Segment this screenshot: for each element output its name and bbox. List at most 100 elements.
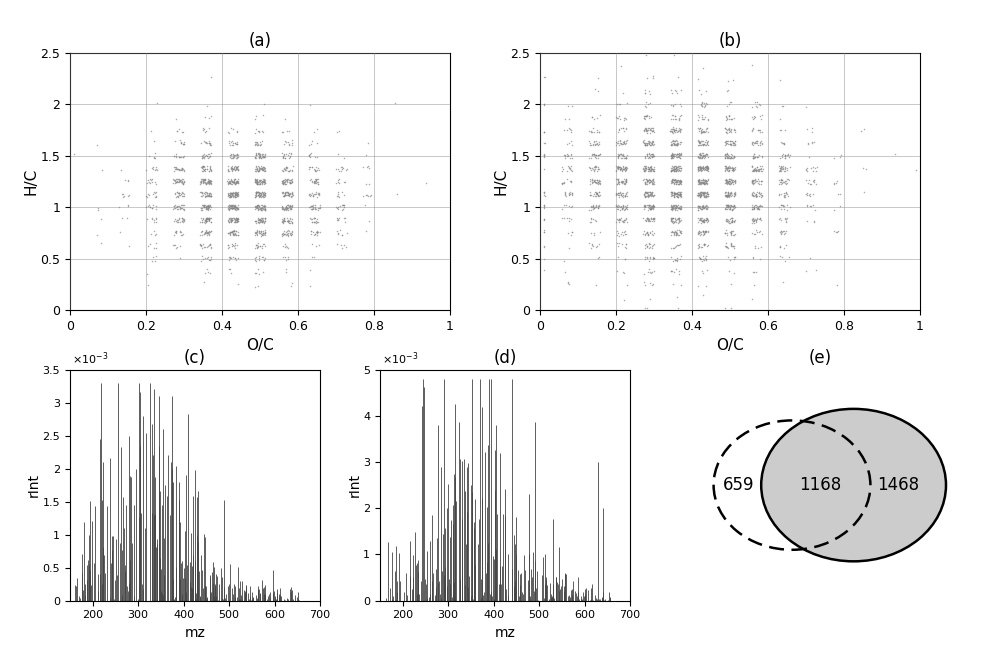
Point <box>671 165 687 176</box>
Point <box>695 162 711 172</box>
Point <box>282 201 298 211</box>
Point <box>663 165 679 176</box>
Point <box>589 189 605 199</box>
Point <box>282 201 298 211</box>
Point <box>252 203 268 213</box>
Point <box>805 176 821 186</box>
Point <box>169 216 185 227</box>
Point <box>642 201 658 212</box>
Point <box>689 189 705 200</box>
Point <box>694 177 710 187</box>
Point <box>331 213 347 224</box>
Point <box>744 125 760 136</box>
Point <box>608 216 624 227</box>
Point <box>720 162 736 172</box>
Point <box>667 163 683 174</box>
Point <box>221 127 237 138</box>
Point <box>308 216 324 226</box>
Point <box>666 161 682 172</box>
Point <box>718 238 734 249</box>
Point <box>696 126 712 137</box>
Point <box>173 138 189 148</box>
Point <box>643 176 659 186</box>
Point <box>668 125 684 135</box>
Point <box>777 166 793 176</box>
Point <box>667 188 683 199</box>
Point <box>590 140 606 150</box>
Point <box>587 161 603 172</box>
Point <box>643 187 659 198</box>
Point <box>695 163 711 174</box>
Point <box>619 202 635 213</box>
Point <box>694 203 710 214</box>
Point <box>644 243 660 253</box>
Point <box>751 164 767 175</box>
Point <box>194 162 210 172</box>
Point <box>283 230 299 240</box>
Point <box>536 200 552 211</box>
Point <box>200 213 216 224</box>
Point <box>249 230 265 241</box>
Point <box>274 148 290 158</box>
Point <box>223 201 239 211</box>
Point <box>255 191 271 201</box>
Point <box>280 166 296 176</box>
Point <box>250 189 266 200</box>
Point <box>665 176 681 187</box>
Point <box>693 163 709 174</box>
Point <box>257 216 273 226</box>
Point <box>673 204 689 214</box>
Point <box>256 178 272 189</box>
Point <box>616 137 632 148</box>
Point <box>229 215 245 226</box>
Point <box>671 150 687 160</box>
Point <box>637 164 653 175</box>
Point <box>587 177 603 187</box>
Point <box>280 174 296 185</box>
Point <box>194 161 210 172</box>
Point <box>146 152 162 163</box>
Point <box>665 174 681 185</box>
Point <box>747 97 763 108</box>
Point <box>775 137 791 148</box>
Point <box>725 179 741 189</box>
Point <box>667 174 683 185</box>
Point <box>224 215 240 226</box>
Point <box>89 229 105 240</box>
Point <box>748 202 764 213</box>
Point <box>696 139 712 149</box>
Point <box>771 165 787 176</box>
Point <box>663 137 679 148</box>
Point <box>195 177 211 187</box>
Point <box>279 162 295 172</box>
Point <box>646 127 662 137</box>
Point <box>641 175 657 185</box>
Point <box>197 166 213 176</box>
Point <box>196 200 212 211</box>
Point <box>637 111 653 121</box>
Point <box>561 114 577 124</box>
Point <box>693 163 709 174</box>
Point <box>329 238 345 249</box>
Point <box>193 176 209 187</box>
Point <box>691 174 707 184</box>
Point <box>640 187 656 197</box>
Point <box>669 228 685 239</box>
Point <box>229 176 245 186</box>
Point <box>281 189 297 199</box>
Point <box>257 213 273 224</box>
Point <box>641 111 657 121</box>
Point <box>592 179 608 189</box>
Point <box>172 202 188 213</box>
Point <box>754 127 770 137</box>
Point <box>723 127 739 138</box>
Point <box>201 149 217 160</box>
Point <box>591 164 607 174</box>
Point <box>139 191 155 202</box>
Point <box>255 204 271 214</box>
Point <box>250 200 266 211</box>
Point <box>751 191 767 201</box>
Point <box>590 73 606 83</box>
Point <box>230 200 246 211</box>
Point <box>695 150 711 160</box>
